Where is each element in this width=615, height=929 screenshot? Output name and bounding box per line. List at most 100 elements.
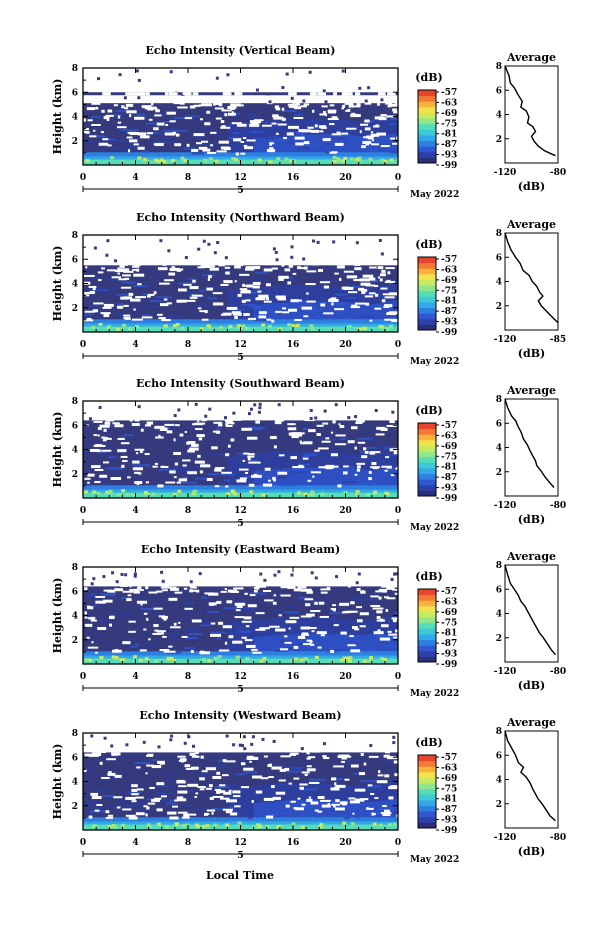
data-gap [140,603,143,606]
date-label: May 2022 [410,855,459,865]
data-gap [341,757,347,760]
data-gap [397,752,398,756]
data-gap [386,466,392,469]
isolated-echo [97,77,101,81]
data-gap [333,765,344,768]
x-tick-label: 0 [80,672,86,682]
echo-streak [280,812,294,815]
data-gap [103,303,114,307]
data-gap [160,586,172,589]
echo-streak [201,462,210,465]
data-gap [378,770,381,774]
data-gap [136,452,139,455]
data-gap [364,102,372,105]
data-gap [207,278,210,282]
data-gap [281,107,285,111]
data-gap [103,589,112,592]
data-gap [368,470,372,474]
data-gap [116,806,121,809]
colorbar-tick-label: -57 [441,421,457,431]
data-gap [114,424,124,428]
echo-streak [90,593,96,596]
echo-streak [235,112,241,115]
data-gap [356,462,366,465]
colorbar-segment [418,451,436,458]
y-tick-label: 8 [72,64,78,74]
data-gap [303,750,309,753]
data-gap [378,596,382,600]
data-gap [258,294,269,298]
data-gap [170,263,179,266]
data-gap [241,636,247,639]
data-gap [265,283,271,287]
isolated-echo [192,744,196,748]
data-gap [379,278,383,282]
colorbar-unit: (dB) [415,736,442,749]
data-gap [287,125,299,129]
data-gap [90,792,99,796]
isolated-echo [390,577,394,581]
average-x-tick-label: -120 [494,501,517,511]
data-gap [344,778,350,781]
data-gap [132,460,140,464]
colorbar-tick-label: -87 [441,307,457,317]
echo-streak [223,607,238,610]
data-gap [117,267,120,271]
data-gap [307,479,312,482]
surface-speckle [396,157,398,161]
data-gap [269,142,272,146]
data-gap [213,102,216,106]
colorbar-segment [418,428,436,435]
echo-streak [232,627,241,630]
data-gap [354,473,358,476]
isolated-echo [238,743,242,747]
data-gap [392,636,398,639]
data-gap [367,784,373,787]
average-x-label: (dB) [518,180,545,193]
data-gap [188,92,192,96]
data-gap [241,620,252,623]
data-gap [311,109,315,113]
surface-speckle [257,158,262,162]
average-x-tick-label: -120 [494,833,517,843]
data-gap [302,457,309,460]
data-gap [388,103,398,107]
data-gap [131,588,139,591]
data-gap [139,589,144,592]
data-gap [376,780,388,784]
data-gap [153,624,159,628]
data-gap [189,286,199,290]
data-gap [223,791,232,795]
echo-streak [367,633,384,636]
isolated-echo [261,737,265,741]
data-gap [384,469,388,472]
data-gap [104,421,111,425]
echo-panel-3: Echo Intensity (Southward Beam)8642Heigh… [51,377,566,533]
echo-streak [333,448,350,451]
isolated-echo [240,744,244,748]
data-gap [83,274,95,277]
echo-streak [236,452,245,455]
data-gap [317,268,324,272]
echo-streak [359,780,377,783]
data-gap [268,625,280,628]
data-gap [157,267,168,271]
echo-panel-1: Echo Intensity (Vertical Beam)8642Height… [51,44,566,200]
data-gap [106,118,110,122]
data-gap [334,807,345,811]
colorbar-tick-label: -57 [441,255,457,265]
isolated-echo [355,241,359,245]
colorbar-segment [418,628,436,635]
data-gap [85,266,88,269]
echo-streak [188,290,195,293]
data-gap [351,626,358,630]
data-gap [190,766,199,770]
colorbar-segment [418,484,436,491]
echo-streak [385,616,391,619]
data-gap [377,92,386,96]
isolated-echo [354,415,358,419]
data-gap [281,117,286,121]
data-gap [143,612,148,615]
data-gap [162,635,167,638]
isolated-echo [281,86,285,90]
